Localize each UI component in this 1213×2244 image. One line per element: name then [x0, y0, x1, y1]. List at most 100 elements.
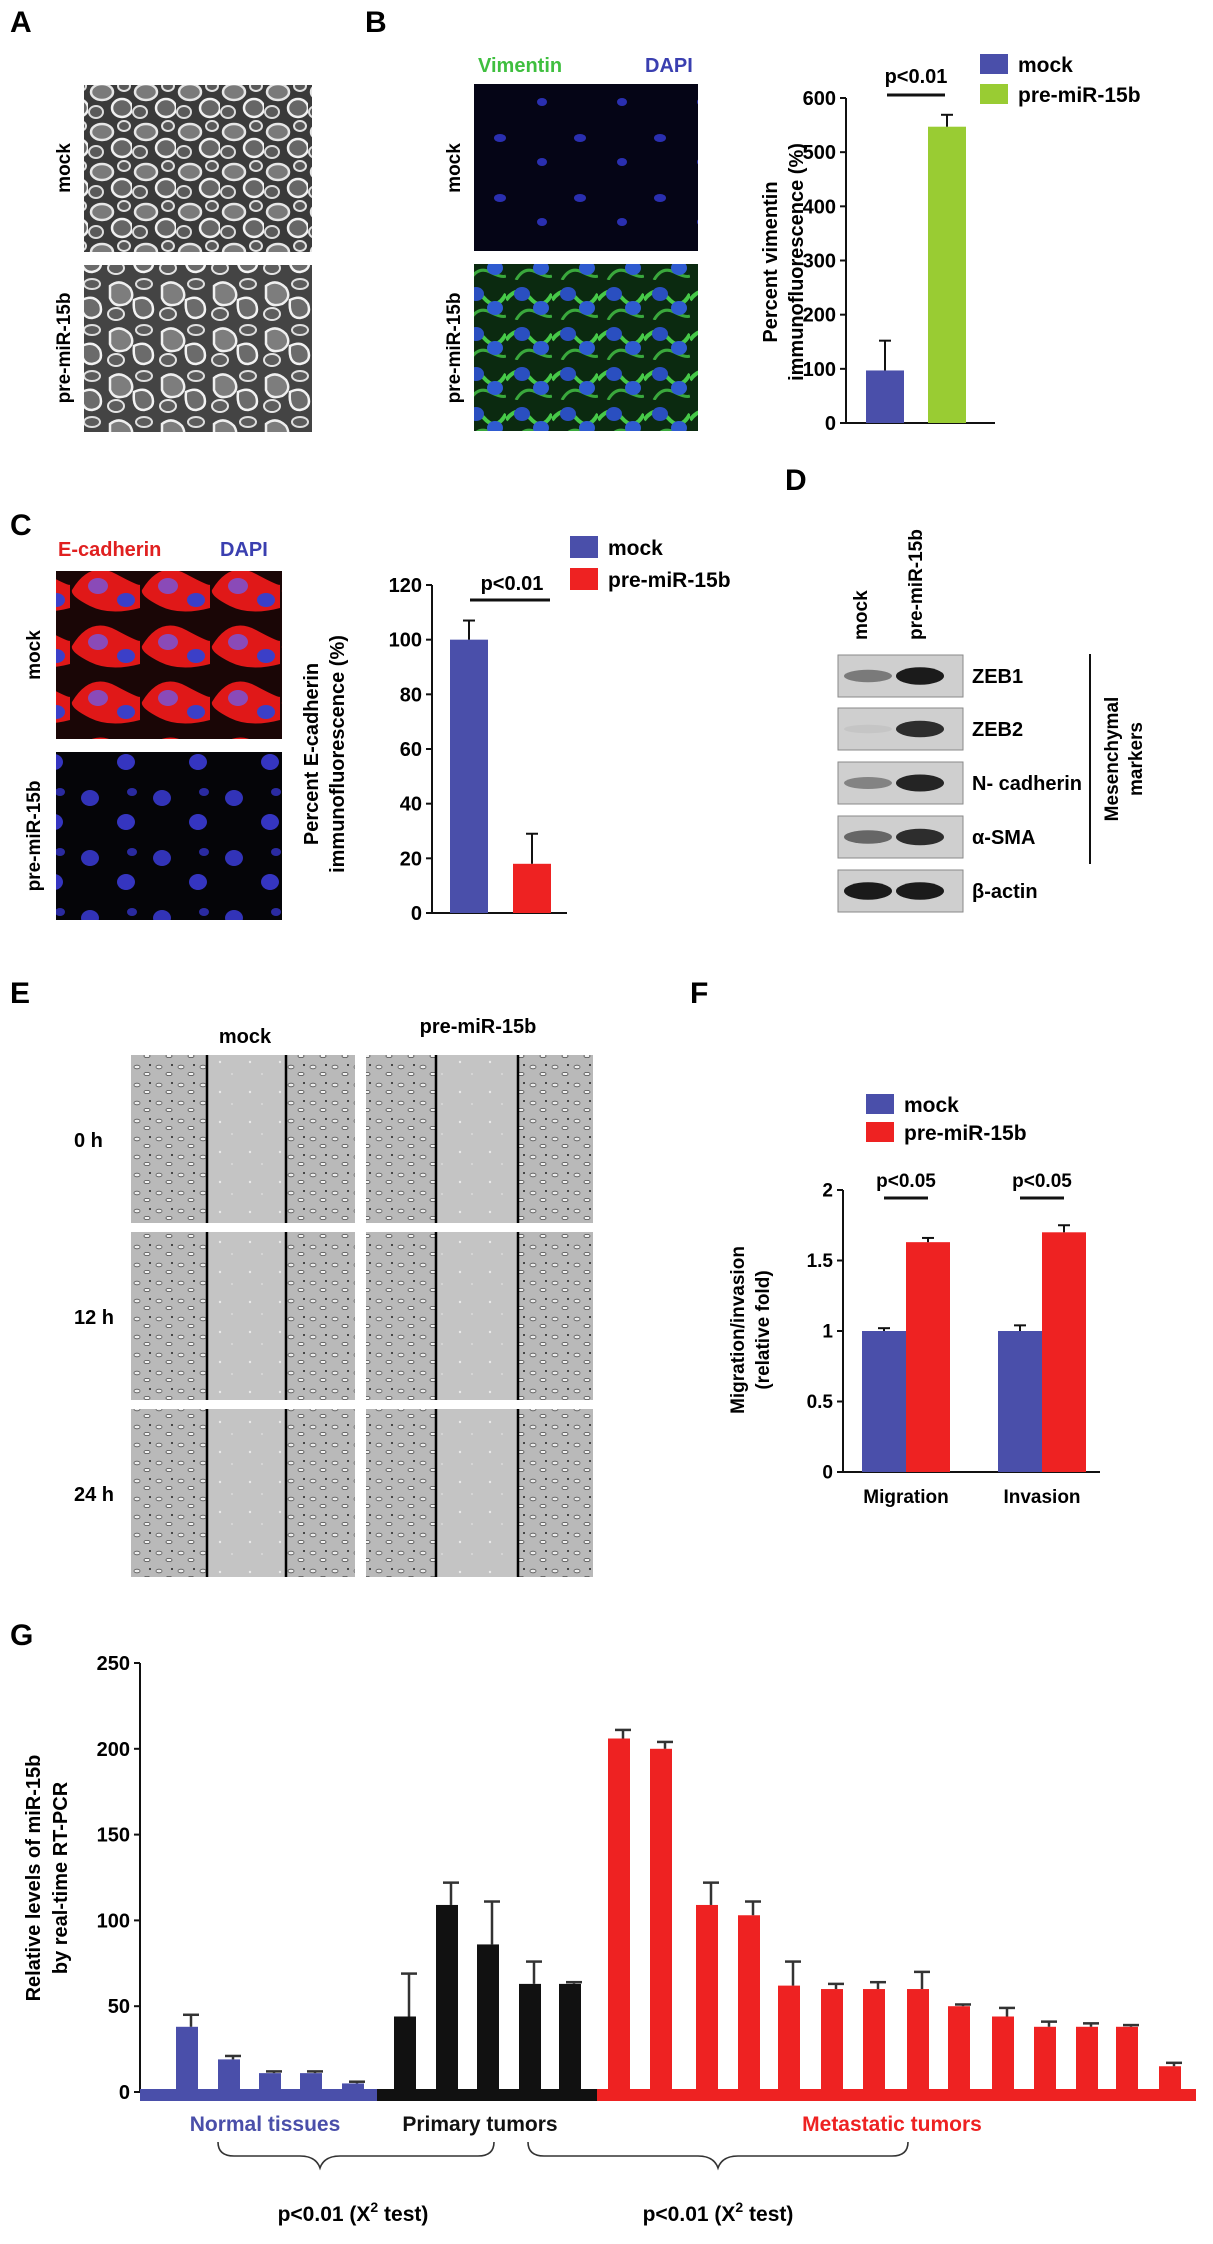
band-label-4: β-actin	[972, 881, 1038, 903]
y-axis-label-B-line2: immunofluorescence (%)	[786, 143, 808, 381]
sig-label-F-1: p<0.05	[1012, 1171, 1072, 1192]
bar-F-0-1	[906, 1242, 950, 1472]
sig-label-B: p<0.01	[885, 66, 948, 88]
row-label-C-mock: mock	[24, 630, 45, 680]
y-axis-label-B-line1: Percent vimentin	[760, 181, 782, 342]
bar-G-10	[608, 1738, 630, 2092]
blot-band-0-0	[844, 669, 892, 683]
bar-G-5	[394, 2016, 416, 2092]
blot-band-1-0	[844, 724, 892, 734]
y-tick-label-G-3: 150	[97, 1825, 130, 1847]
y-tick-label-C-1: 20	[400, 848, 422, 870]
blot-band-4-0	[844, 882, 892, 900]
chart-B: 0 100 200 300 400 500 600 Percent vimentin immun…	[760, 54, 1141, 435]
test-label-G-0: p<0.01 (X2 test)	[278, 2199, 429, 2226]
bar-F-0-0	[862, 1331, 906, 1472]
legend-swatch-B-0	[980, 54, 1008, 74]
col-label-E-treated: pre-miR-15b	[420, 1016, 537, 1038]
bar-G-3	[300, 2073, 322, 2092]
scratch-gap-1-1	[436, 1232, 518, 1400]
band-label-0: ZEB1	[972, 666, 1023, 688]
bar-G-12	[696, 1904, 718, 2092]
panel-letter-E: E	[10, 977, 30, 1010]
bar-G-13	[738, 1915, 760, 2092]
test-label-G-0-main: p<0.01 (X	[278, 2203, 371, 2226]
bar-G-18	[948, 2006, 970, 2092]
y-tick-label-B-4: 400	[803, 196, 836, 218]
group-baseline-G-1	[377, 2089, 597, 2101]
legend-label-F-1: pre-miR-15b	[904, 1122, 1027, 1145]
bar-G-16	[863, 1989, 885, 2092]
bar-G-8	[519, 1983, 541, 2092]
y-tick-label-B-1: 100	[803, 359, 836, 381]
bar-G-0	[176, 2026, 198, 2092]
group-baseline-G-0	[140, 2089, 377, 2101]
bar-B-0	[866, 370, 904, 423]
row-label-E-0: 0 h	[74, 1130, 103, 1152]
test-label-G-1: p<0.01 (X2 test)	[643, 2199, 794, 2226]
row-label-A-treated: pre-miR-15b	[54, 293, 75, 404]
row-label-C-treated: pre-miR-15b	[24, 781, 45, 892]
test-label-G-0-suffix: test)	[378, 2203, 428, 2226]
y-tick-label-C-2: 40	[400, 794, 422, 816]
chart-F: 0 0.5 1 1.5 2 Migration p<0.05 Invasion p<0.05 Mi…	[728, 1094, 1100, 1508]
bar-B-1	[928, 126, 966, 423]
row-label-E-2: 24 h	[74, 1484, 114, 1506]
y-tick-label-C-0: 0	[411, 903, 422, 925]
bar-F-1-0	[998, 1331, 1042, 1472]
band-label-2: N- cadherin	[972, 773, 1082, 795]
bracket-label-2: markers	[1126, 722, 1147, 796]
scratch-gap-2-1	[436, 1409, 518, 1577]
bar-G-1	[218, 2059, 240, 2092]
sig-label-C: p<0.01	[481, 573, 544, 595]
panel-letter-B: B	[365, 6, 387, 39]
bar-G-14	[778, 1985, 800, 2092]
y-tick-label-B-6: 600	[803, 88, 836, 110]
blot-band-3-1	[896, 828, 944, 846]
y-tick-label-G-0: 0	[119, 2082, 130, 2104]
panel-letter-A: A	[10, 6, 32, 39]
stain-label-dapi-C: DAPI	[220, 539, 268, 561]
panel-letter-C: C	[10, 509, 32, 542]
blot-band-2-1	[896, 774, 944, 792]
bar-C-0	[450, 639, 488, 913]
scratch-gap-0-1	[436, 1055, 518, 1223]
panel-letter-F: F	[690, 977, 708, 1010]
row-label-E-1: 12 h	[74, 1307, 114, 1329]
chart-C: 0 20 40 60 80 100 120 Percent E-cadherin immunof…	[301, 536, 731, 925]
group-baseline-G-2	[597, 2089, 1196, 2101]
x-tick-label-F-0: Migration	[863, 1487, 949, 1508]
bar-G-11	[650, 1748, 672, 2092]
western-blot: ZEB1 ZEB2 N- cadherin α-SMA β-actin	[837, 654, 1082, 913]
legend-label-C-0: mock	[608, 537, 663, 560]
scratch-assay-grid: 0 h 12 h 24 h	[74, 1055, 593, 1577]
row-label-B-treated: pre-miR-15b	[444, 293, 465, 404]
blot-band-0-1	[896, 667, 944, 685]
legend-label-C-1: pre-miR-15b	[608, 569, 731, 592]
bar-G-21	[1076, 2026, 1098, 2092]
sig-label-F-0: p<0.05	[876, 1171, 936, 1192]
y-tick-label-F-0: 0	[822, 1463, 833, 1484]
y-tick-label-C-4: 80	[400, 684, 422, 706]
lane-label-treated: pre-miR-15b	[906, 529, 927, 640]
y-axis-label-F-line2: (relative fold)	[753, 1270, 774, 1389]
panel-letter-D: D	[785, 464, 807, 497]
bar-G-4	[342, 2083, 364, 2092]
legend-label-F-0: mock	[904, 1094, 959, 1117]
y-tick-label-G-1: 50	[108, 1996, 130, 2018]
stain-label-dapi-B: DAPI	[645, 55, 693, 77]
scratch-gap-2-0	[207, 1409, 286, 1577]
y-tick-label-C-5: 100	[389, 630, 422, 652]
blot-band-3-0	[844, 830, 892, 844]
blot-band-2-0	[844, 777, 892, 789]
panel-letter-G: G	[10, 1619, 33, 1652]
bar-G-23	[1159, 2066, 1181, 2092]
legend-label-B-0: mock	[1018, 54, 1073, 77]
micrograph-C-mock	[56, 571, 282, 739]
bracket-label-1: Mesenchymal	[1102, 697, 1123, 822]
y-axis-label-C-line1: Percent E-cadherin	[301, 663, 323, 845]
micrograph-A-mock	[84, 85, 312, 252]
bar-G-7	[477, 1944, 499, 2092]
y-axis-label-C-line2: immunofluorescence (%)	[327, 635, 349, 873]
